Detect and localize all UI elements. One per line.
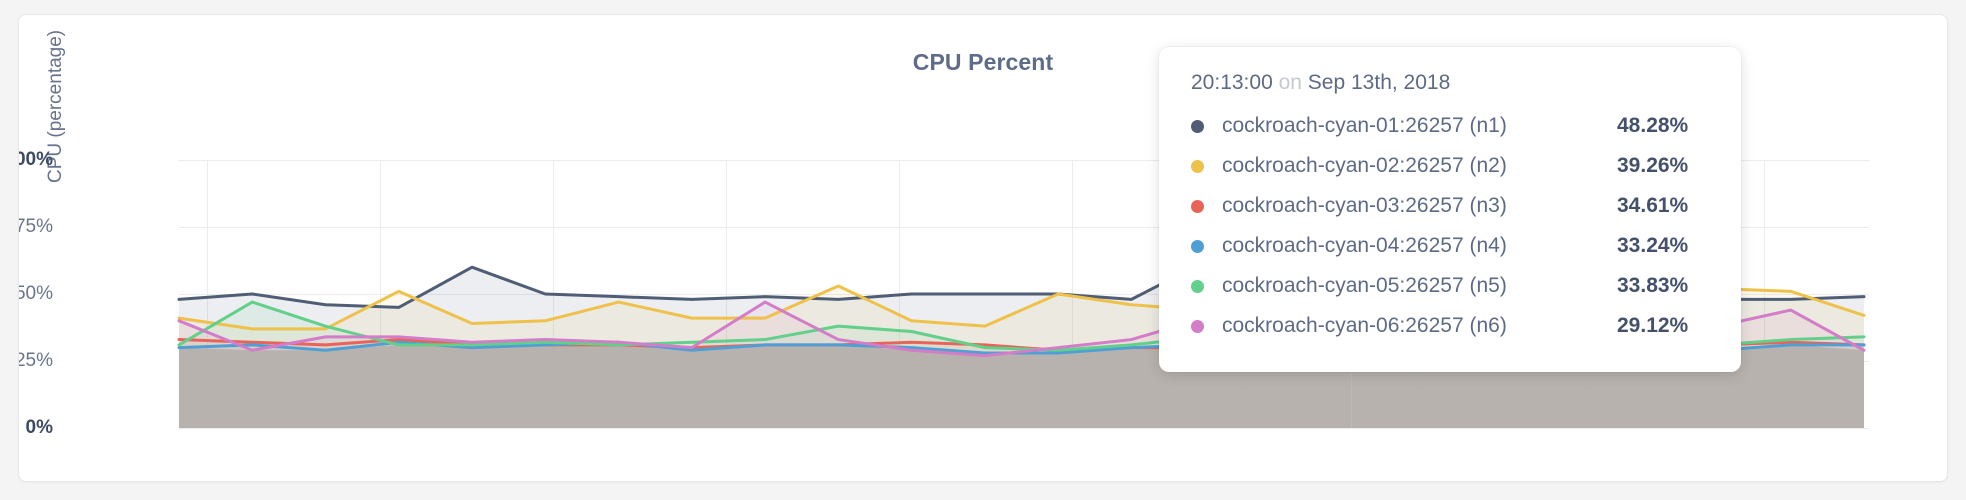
hover-tooltip: 20:13:00 on Sep 13th, 2018 cockroach-cya…: [1159, 47, 1741, 372]
series-color-dot-icon: [1191, 159, 1204, 173]
gridline-vertical: [380, 160, 381, 428]
tooltip-row: cockroach-cyan-03:26257 (n3) 34.61%: [1191, 186, 1713, 226]
tooltip-series-name: cockroach-cyan-05:26257 (n5): [1222, 274, 1507, 297]
series-area-fill: [179, 302, 1864, 428]
tooltip-series-value: 39.26%: [1617, 154, 1689, 177]
gridline-horizontal: [179, 160, 1869, 161]
tooltip-date: Sep 13th, 2018: [1307, 71, 1451, 94]
tooltip-row: cockroach-cyan-06:26257 (n6) 29.12%: [1191, 306, 1713, 346]
tooltip-time: 20:13:00: [1191, 71, 1273, 94]
gridline-vertical: [207, 160, 208, 428]
plot-area: 100%75%50%25%0%20:0820:0920:1020:1120:12…: [19, 137, 1869, 438]
tooltip-row: cockroach-cyan-01:26257 (n1) 48.28%: [1191, 106, 1713, 146]
tooltip-series-name: cockroach-cyan-01:26257 (n1): [1222, 114, 1507, 137]
gridline-horizontal: [179, 428, 1869, 429]
y-axis-tick: 75%: [18, 216, 53, 237]
page-title: CPU Percent: [912, 49, 1054, 75]
tooltip-series-value: 34.61%: [1617, 194, 1689, 217]
series-color-dot-icon: [1191, 239, 1204, 253]
tooltip-row: cockroach-cyan-05:26257 (n5) 33.83%: [1191, 266, 1713, 306]
y-axis-tick: 25%: [18, 350, 53, 371]
gridline-vertical: [726, 160, 727, 428]
tooltip-row: cockroach-cyan-04:26257 (n4) 33.24%: [1191, 226, 1713, 266]
tooltip-header: 20:13:00 on Sep 13th, 2018: [1191, 71, 1713, 95]
series-color-dot-icon: [1191, 279, 1204, 293]
series-lines: [177, 260, 1866, 428]
tooltip-series-value: 33.24%: [1617, 234, 1689, 257]
series-area-fill: [179, 320, 1864, 428]
gridline-vertical: [1764, 160, 1765, 428]
plot-inner: 100%75%50%25%0%20:0820:0920:1020:1120:12…: [19, 137, 1869, 438]
y-axis-tick: 100%: [19, 149, 53, 170]
y-axis-tick: 0%: [25, 417, 53, 438]
series-color-dot-icon: [1191, 119, 1204, 133]
series-color-dot-icon: [1191, 319, 1204, 333]
tooltip-rows: cockroach-cyan-01:26257 (n1) 48.28% cockro…: [1191, 106, 1713, 346]
tooltip-series-name: cockroach-cyan-06:26257 (n6): [1222, 314, 1507, 337]
tooltip-on-word: on: [1278, 71, 1302, 94]
tooltip-series-value: 48.28%: [1617, 114, 1689, 137]
tooltip-series-value: 33.83%: [1617, 274, 1689, 297]
series-color-dot-icon: [1191, 199, 1204, 213]
cpu-percent-chart-card: CPU Percent CPU (percentage) 100%75%50%2…: [18, 14, 1948, 482]
series-area-fill: [179, 307, 1864, 428]
y-axis-tick: 50%: [18, 283, 53, 304]
gridline-horizontal: [179, 227, 1869, 228]
tooltip-series-name: cockroach-cyan-03:26257 (n3): [1222, 194, 1507, 217]
tooltip-series-value: 29.12%: [1617, 314, 1689, 337]
series-area-fill: [179, 302, 1864, 428]
tooltip-series-name: cockroach-cyan-04:26257 (n4): [1222, 234, 1507, 257]
tooltip-series-name: cockroach-cyan-02:26257 (n2): [1222, 154, 1507, 177]
tooltip-row: cockroach-cyan-02:26257 (n2) 39.26%: [1191, 146, 1713, 186]
